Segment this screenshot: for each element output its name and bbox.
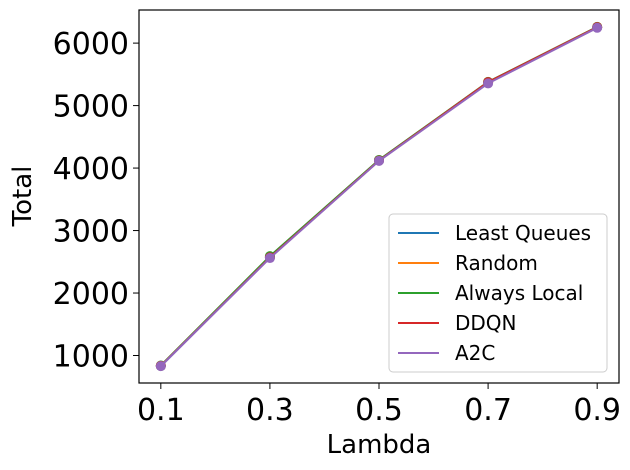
y-tick-label: 6000 <box>53 27 129 62</box>
data-point <box>374 155 384 166</box>
legend-label: Random <box>455 251 538 275</box>
y-axis-title: Total <box>8 166 38 228</box>
legend-label: Always Local <box>455 281 583 305</box>
series-a2c <box>155 22 603 372</box>
legend-label: DDQN <box>455 311 517 335</box>
y-tick-label: 2000 <box>53 277 129 312</box>
x-tick-label: 0.5 <box>355 393 403 428</box>
series-layer <box>155 21 603 372</box>
x-tick-label: 0.3 <box>246 393 294 428</box>
y-tick-label: 5000 <box>53 90 129 125</box>
y-tick-label: 4000 <box>53 152 129 187</box>
data-point <box>592 22 603 33</box>
x-tick-label: 0.9 <box>573 393 621 428</box>
x-tick-label: 0.1 <box>137 393 185 428</box>
legend: Least Queues Random Always Local DDQN A2C <box>388 213 608 373</box>
legend-frame <box>388 213 608 373</box>
y-tick-label: 1000 <box>53 340 129 375</box>
x-axis: 0.1 0.3 0.5 0.7 0.9 <box>137 383 621 428</box>
y-tick-label: 3000 <box>53 215 129 250</box>
x-tick-label: 0.7 <box>464 393 512 428</box>
legend-label: A2C <box>455 341 495 365</box>
data-point <box>264 253 275 264</box>
legend-label: Least Queues <box>455 221 591 245</box>
data-point <box>483 78 494 89</box>
x-axis-title: Lambda <box>327 430 432 460</box>
y-axis: 1000 2000 3000 4000 5000 6000 <box>53 27 139 375</box>
data-point <box>155 361 166 372</box>
